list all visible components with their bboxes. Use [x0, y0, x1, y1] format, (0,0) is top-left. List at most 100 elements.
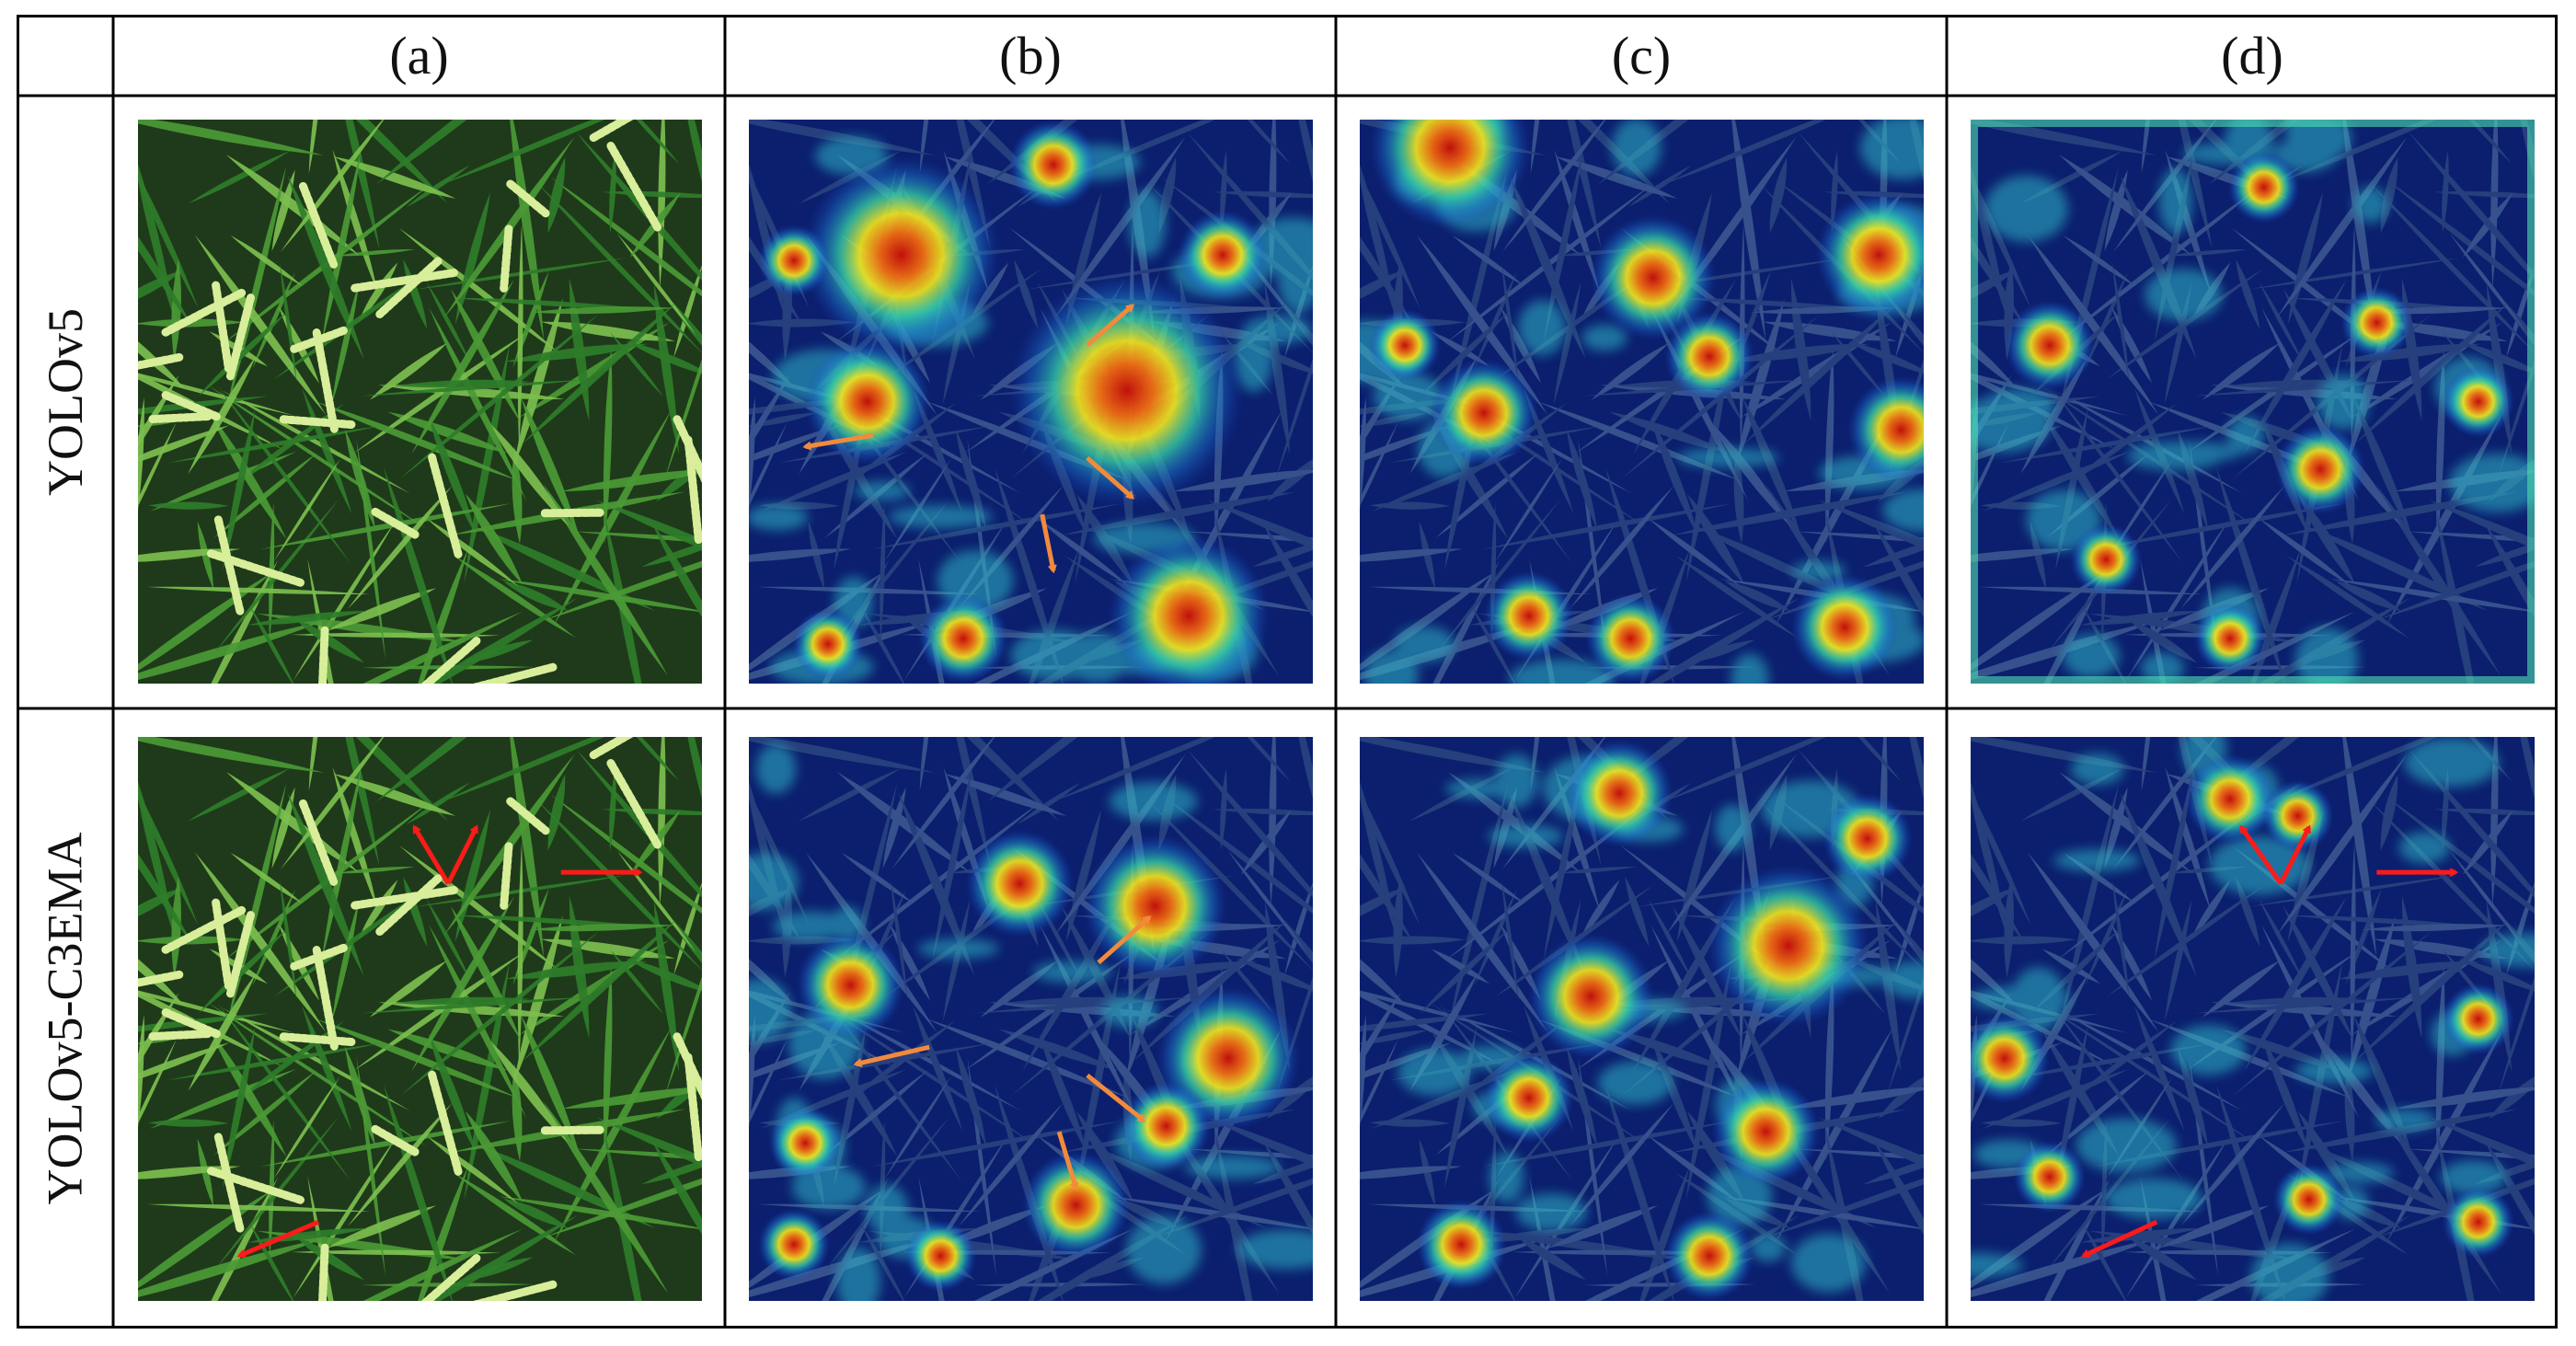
rice-leaf	[138, 1039, 177, 1124]
activation-glow	[2449, 453, 2535, 512]
activation-glow	[1882, 489, 1924, 533]
rice-panicle	[589, 737, 634, 760]
rice-panicle	[506, 179, 550, 218]
rice-leaf	[1298, 120, 1313, 182]
rice-panicle	[312, 328, 339, 433]
rice-leaf	[138, 1042, 230, 1080]
rice-leaf	[2375, 483, 2501, 676]
rice-panicle	[138, 352, 184, 370]
activation-glow	[755, 743, 797, 794]
activation-glow	[1971, 1252, 2024, 1278]
rice-leaf	[1495, 458, 1562, 561]
annotation-arrow	[856, 1044, 930, 1064]
activation-hotspot	[769, 1107, 842, 1179]
rice-panicle	[225, 911, 255, 998]
rice-leaf	[418, 1166, 468, 1301]
rice-leaf	[2442, 768, 2449, 851]
rice-leaf	[188, 972, 257, 1092]
rice-leaf	[1570, 1102, 1674, 1226]
rice-leaf	[1161, 794, 1313, 915]
activation-glow	[1984, 175, 2068, 242]
rice-leaf	[529, 306, 675, 315]
rice-leaf	[1014, 259, 1039, 329]
activation-glow	[2071, 753, 2124, 786]
rice-leaf	[197, 1138, 214, 1207]
row-label-yolov5-c3ema: YOLOv5-C3EMA	[17, 708, 113, 1329]
activation-hotspot	[1707, 864, 1870, 1028]
rice-leaf	[2080, 611, 2200, 626]
rice-leaf	[271, 787, 295, 869]
rice-leaf	[464, 961, 510, 1201]
rice-leaf	[2429, 500, 2535, 549]
rice-leaf	[2004, 876, 2014, 978]
rice-panicle	[606, 142, 663, 234]
rice-leaf	[542, 560, 702, 621]
rice-leaf	[194, 235, 327, 416]
rice-leaf	[138, 790, 199, 926]
row-label-text: YOLOv5	[37, 308, 93, 496]
rice-leaf	[596, 500, 702, 549]
rice-leaf	[1420, 312, 1508, 397]
rice-leaf	[1981, 1119, 2062, 1127]
rice-panicle	[420, 1253, 481, 1301]
rice-leaf	[462, 1257, 534, 1282]
rice-leaf	[817, 1001, 1039, 1147]
rice-leaf	[547, 156, 566, 234]
activation-hotspot	[1815, 191, 1924, 318]
rice-leaf	[841, 853, 914, 903]
rice-leaf	[2497, 359, 2535, 479]
activation-hotspot	[1590, 213, 1717, 341]
rice-leaf	[1971, 887, 2017, 916]
rice-leaf	[2409, 132, 2535, 281]
rice-leaf	[1625, 876, 1650, 947]
activation-hotspot	[1177, 210, 1268, 301]
activation-glow	[1489, 1151, 1524, 1203]
rice-leaf	[1370, 1119, 1451, 1127]
rice-panicle	[290, 943, 348, 971]
rice-leaf	[332, 766, 378, 912]
activation-hotspot	[1483, 1053, 1574, 1144]
rice-leaf	[1686, 493, 1745, 586]
rice-leaf	[395, 996, 531, 1006]
activation-glow	[2294, 627, 2359, 684]
rice-leaf	[561, 469, 702, 492]
rice-leaf	[138, 853, 193, 946]
rice-leaf	[1360, 790, 1420, 926]
rice-leaf	[188, 354, 257, 475]
rice-leaf	[1247, 737, 1291, 781]
rice-leaf	[1153, 1178, 1313, 1238]
rice-leaf	[188, 767, 291, 822]
rice-leaf	[345, 120, 380, 249]
rice-leaf	[932, 767, 972, 961]
rice-leaf	[550, 794, 702, 915]
rice-leaf	[138, 341, 186, 390]
activation-hotspot	[1430, 358, 1538, 467]
rice-leaf	[146, 586, 370, 595]
activation-glow	[2076, 1118, 2177, 1173]
activation-glow	[1488, 824, 1564, 848]
rice-leaf	[353, 332, 527, 454]
rice-leaf	[222, 390, 410, 494]
rice-leaf	[1886, 976, 1924, 1097]
rice-field-photo	[138, 737, 702, 1301]
rice-panicle	[213, 515, 245, 617]
annotation-arrow	[1040, 513, 1053, 570]
rice-leaf	[987, 737, 1078, 802]
rice-leaf	[344, 1046, 376, 1147]
rice-leaf	[1725, 581, 1790, 611]
activation-glow	[2440, 1160, 2507, 1195]
activation-glow	[888, 505, 993, 529]
rice-leaf	[510, 737, 545, 958]
rice-leaf	[348, 1102, 453, 1226]
rice-leaf	[517, 224, 523, 451]
activation-glow	[2053, 849, 2141, 872]
rice-panicle	[213, 1133, 245, 1235]
rice-leaf	[1873, 522, 1924, 617]
activation-glow	[918, 938, 999, 959]
activation-hotspot	[1368, 308, 1442, 382]
activation-hotspot	[1483, 570, 1574, 661]
rice-leaf	[316, 1018, 518, 1099]
rice-leaf	[1420, 929, 1508, 1014]
table-grid-lines	[17, 15, 2558, 1329]
rice-leaf	[280, 120, 385, 252]
